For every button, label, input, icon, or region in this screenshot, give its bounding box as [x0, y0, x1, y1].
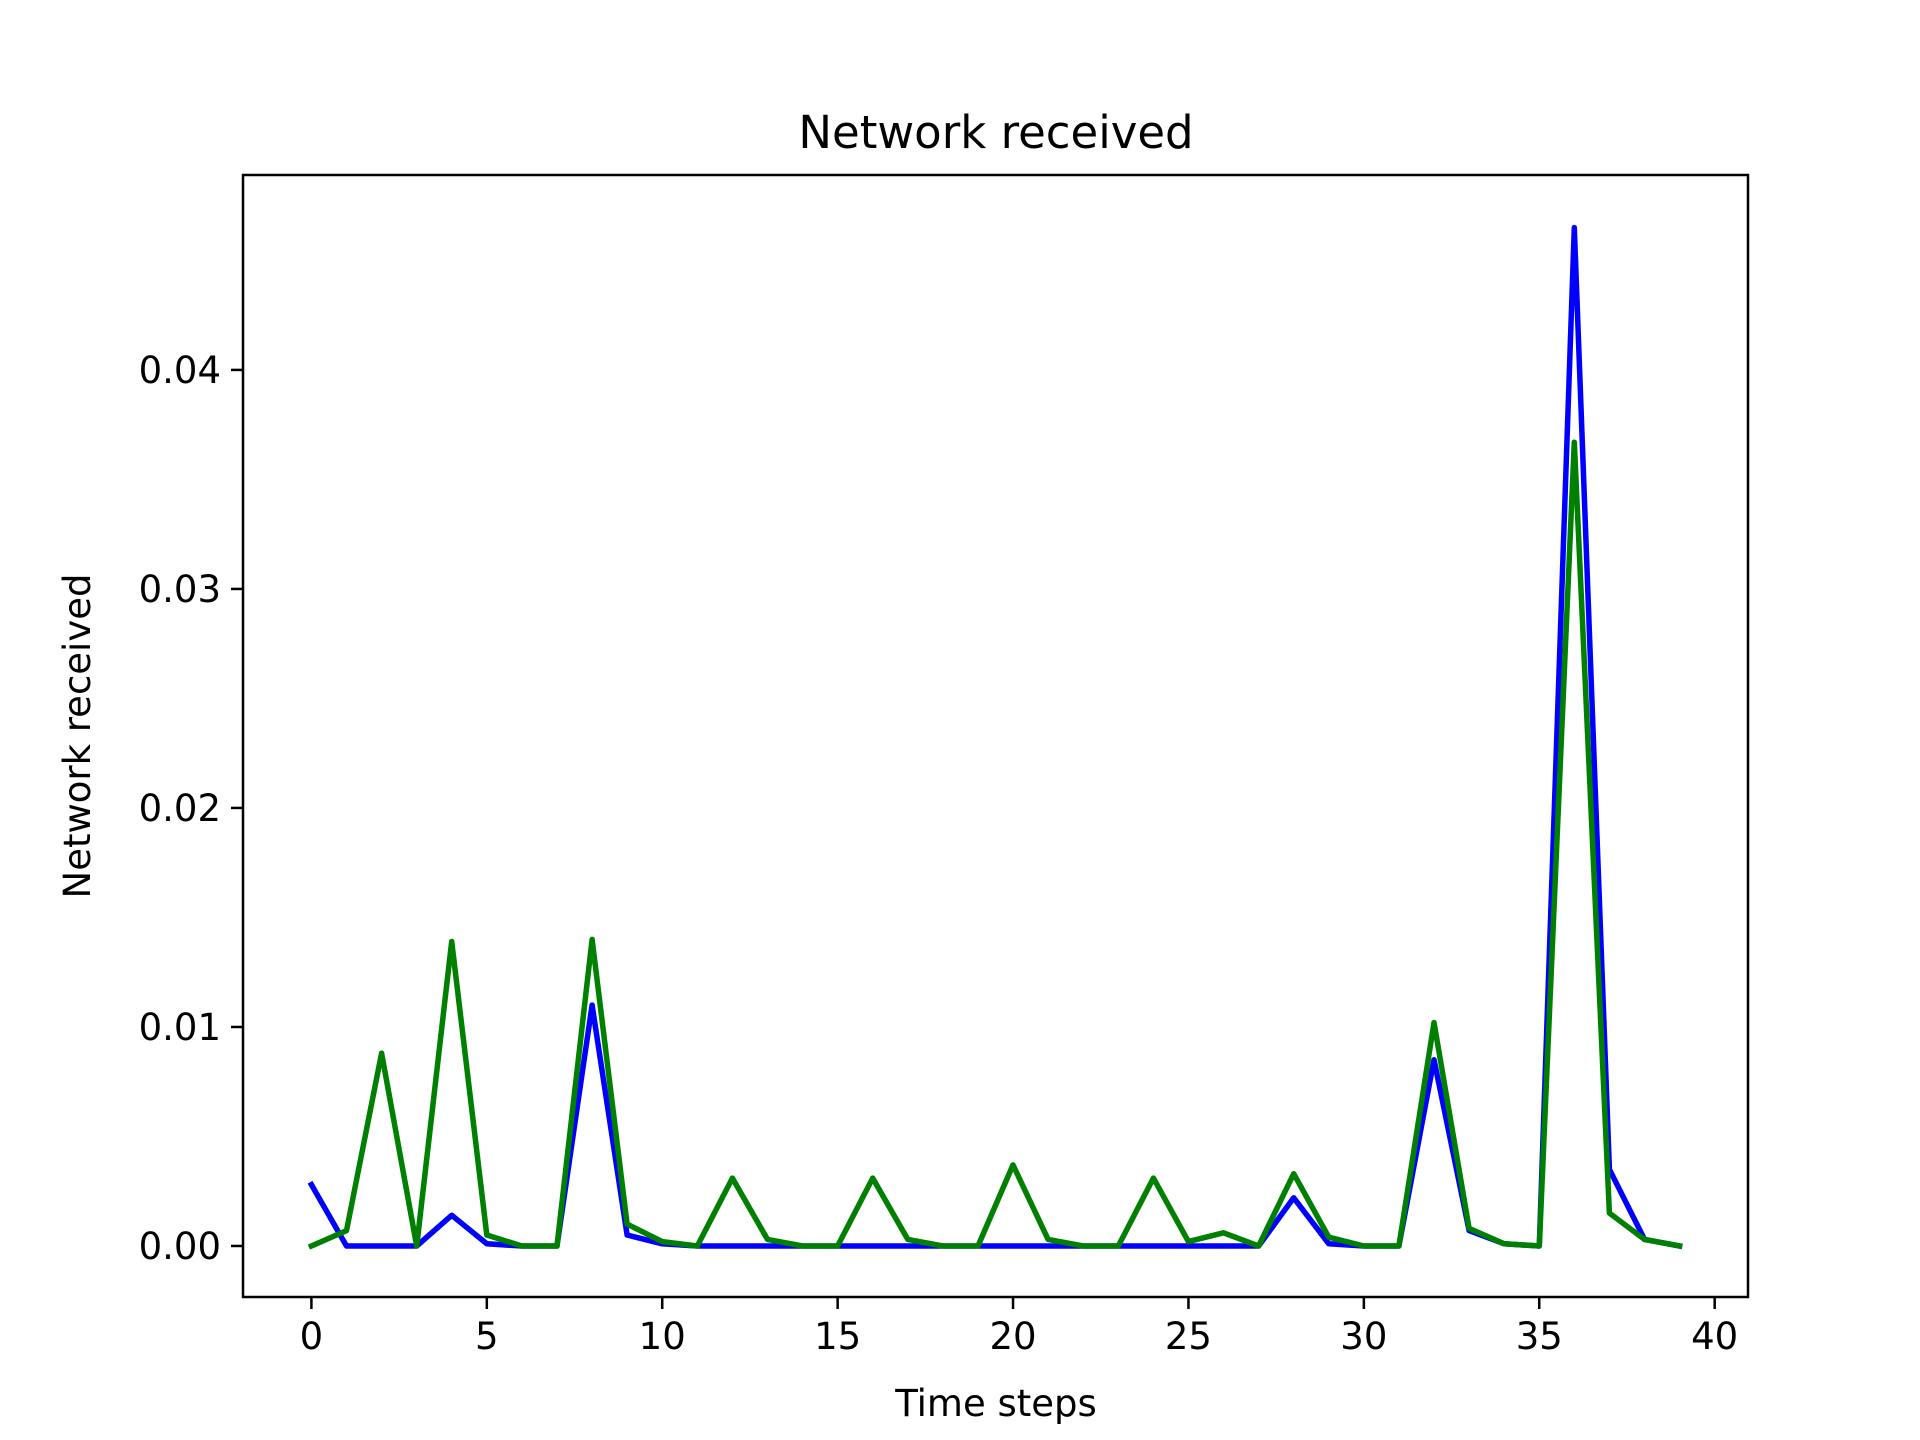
y-tick-label: 0.00 [139, 1225, 221, 1268]
series-line-1 [307, 224, 1683, 1250]
plot-area [307, 224, 1683, 1250]
x-tick-label: 15 [814, 1315, 861, 1358]
x-tick-label: 10 [639, 1315, 686, 1358]
x-axis-label: Time steps [894, 1382, 1097, 1425]
x-tick-label: 5 [475, 1315, 499, 1358]
y-axis: 0.00 0.01 0.02 0.03 0.04 [139, 349, 243, 1268]
chart-title: Network received [798, 106, 1193, 159]
y-tick-label: 0.01 [139, 1006, 221, 1049]
x-tick-label: 35 [1516, 1315, 1563, 1358]
y-tick-label: 0.02 [139, 787, 221, 830]
x-tick-label: 40 [1691, 1315, 1738, 1358]
x-tick-label: 30 [1340, 1315, 1387, 1358]
y-axis-label: Network received [56, 574, 99, 899]
plot-frame [241, 173, 1750, 1299]
x-tick-label: 25 [1165, 1315, 1212, 1358]
x-tick-label: 20 [989, 1315, 1036, 1358]
y-tick-label: 0.04 [139, 349, 221, 392]
series-line-2 [307, 439, 1683, 1250]
x-axis: 0 5 10 15 20 25 30 35 40 [300, 1297, 1738, 1358]
x-tick-label: 0 [300, 1315, 324, 1358]
y-tick-label: 0.03 [139, 568, 221, 611]
